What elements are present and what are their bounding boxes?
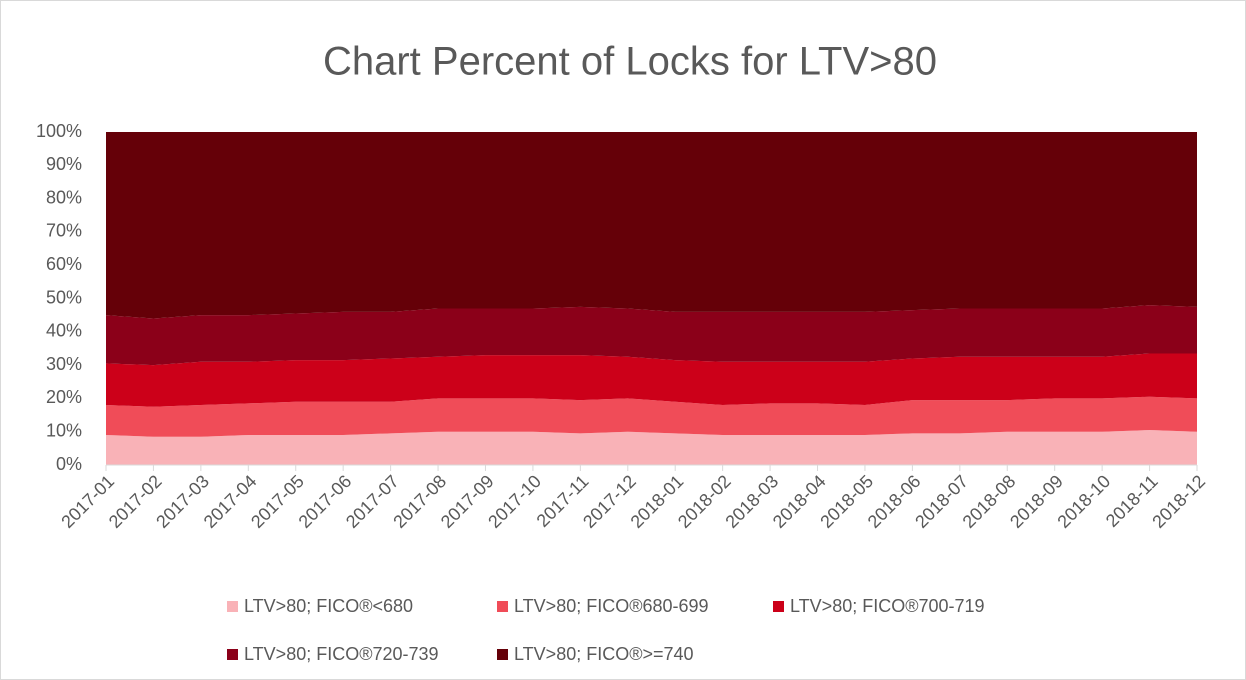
y-tick-label: 10%	[46, 420, 82, 440]
y-tick-label: 0%	[56, 454, 82, 474]
area	[106, 132, 1197, 319]
area	[106, 396, 1197, 437]
area	[106, 430, 1197, 465]
area	[106, 353, 1197, 407]
y-tick-label: 50%	[46, 287, 82, 307]
legend-swatch	[227, 601, 238, 612]
y-tick-label: 80%	[46, 187, 82, 207]
area	[106, 305, 1197, 366]
legend-label: LTV>80; FICO®720-739	[244, 644, 439, 664]
y-tick-label: 100%	[36, 121, 82, 141]
y-tick-label: 90%	[46, 154, 82, 174]
y-tick-label: 30%	[46, 354, 82, 374]
legend-label: LTV>80; FICO®<680	[244, 596, 413, 616]
y-tick-label: 40%	[46, 321, 82, 341]
legend-swatch	[497, 649, 508, 660]
y-tick-label: 60%	[46, 254, 82, 274]
y-tick-label: 20%	[46, 387, 82, 407]
legend-label: LTV>80; FICO®>=740	[514, 644, 694, 664]
legend-swatch	[497, 601, 508, 612]
y-tick-label: 70%	[46, 221, 82, 241]
legend-swatch	[227, 649, 238, 660]
legend-label: LTV>80; FICO®680-699	[514, 596, 709, 616]
legend-swatch	[773, 601, 784, 612]
chart-title: Chart Percent of Locks for LTV>80	[323, 40, 937, 84]
legend-label: LTV>80; FICO®700-719	[790, 596, 985, 616]
